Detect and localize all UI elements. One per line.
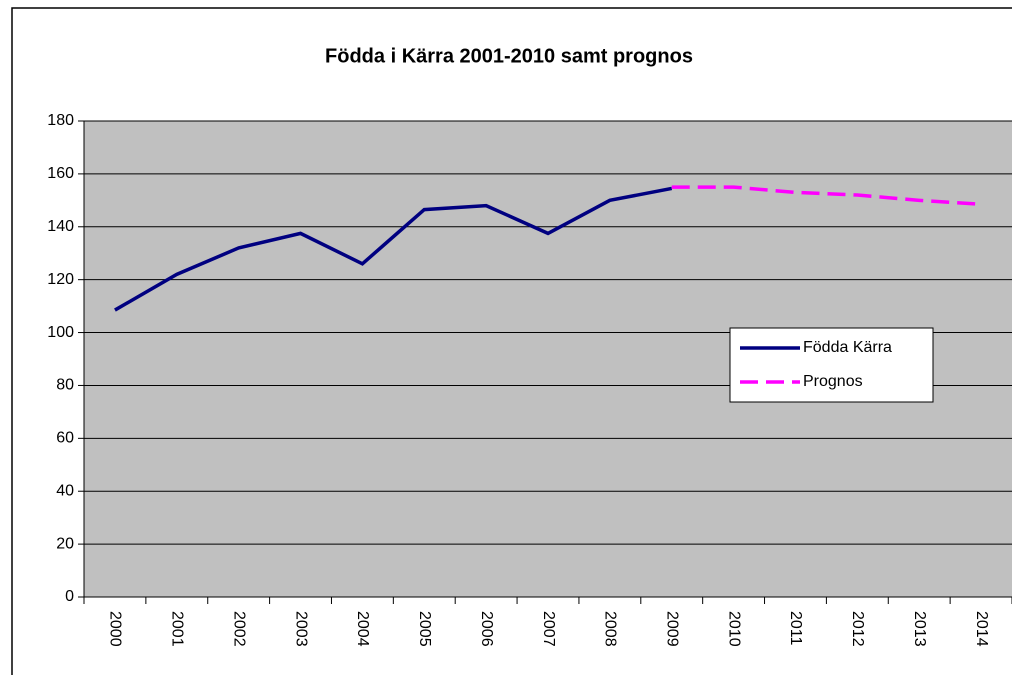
x-tick-label: 2003	[292, 611, 309, 647]
chart-title: Födda i Kärra 2001-2010 samt prognos	[325, 45, 693, 67]
x-tick-label: 2011	[787, 611, 804, 646]
x-tick-label: 2013	[911, 611, 928, 647]
x-tick-label: 2008	[602, 611, 619, 647]
y-tick-label: 160	[47, 165, 74, 182]
x-tick-label: 2000	[107, 611, 124, 647]
y-tick-label: 0	[65, 588, 74, 605]
x-tick-label: 2005	[416, 611, 433, 647]
y-tick-label: 100	[47, 324, 74, 341]
y-tick-label: 20	[56, 535, 74, 552]
x-tick-label: 2006	[478, 611, 495, 647]
x-tick-label: 2001	[169, 611, 186, 647]
x-tick-label: 2010	[725, 611, 742, 647]
legend-label: Prognos	[803, 373, 863, 390]
legend-box	[729, 327, 934, 403]
y-tick-label: 40	[56, 482, 74, 499]
x-tick-label: 2004	[354, 611, 371, 647]
x-tick-label: 2014	[973, 611, 990, 647]
y-tick-label: 120	[47, 271, 74, 288]
legend-label: Födda Kärra	[803, 339, 892, 356]
y-tick-label: 60	[56, 430, 74, 447]
x-tick-label: 2007	[540, 611, 557, 647]
x-tick-label: 2002	[230, 611, 247, 647]
y-tick-label: 80	[56, 377, 74, 394]
x-tick-label: 2009	[663, 611, 680, 647]
y-tick-label: 140	[47, 218, 74, 235]
x-tick-label: 2012	[849, 611, 866, 647]
y-tick-label: 180	[47, 112, 74, 129]
series-line	[114, 186, 673, 312]
